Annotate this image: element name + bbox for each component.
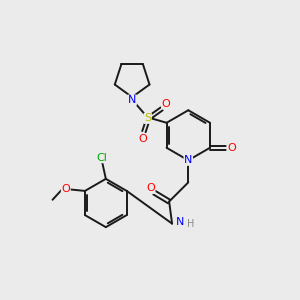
Text: O: O — [138, 134, 147, 144]
Text: N: N — [176, 217, 184, 227]
Text: N: N — [184, 155, 193, 165]
Text: O: O — [146, 183, 155, 193]
Text: Cl: Cl — [97, 153, 108, 163]
Text: O: O — [227, 143, 236, 153]
Text: O: O — [162, 99, 170, 109]
Text: N: N — [128, 95, 136, 105]
Text: O: O — [61, 184, 70, 194]
Text: S: S — [144, 113, 151, 123]
Text: H: H — [187, 219, 194, 229]
